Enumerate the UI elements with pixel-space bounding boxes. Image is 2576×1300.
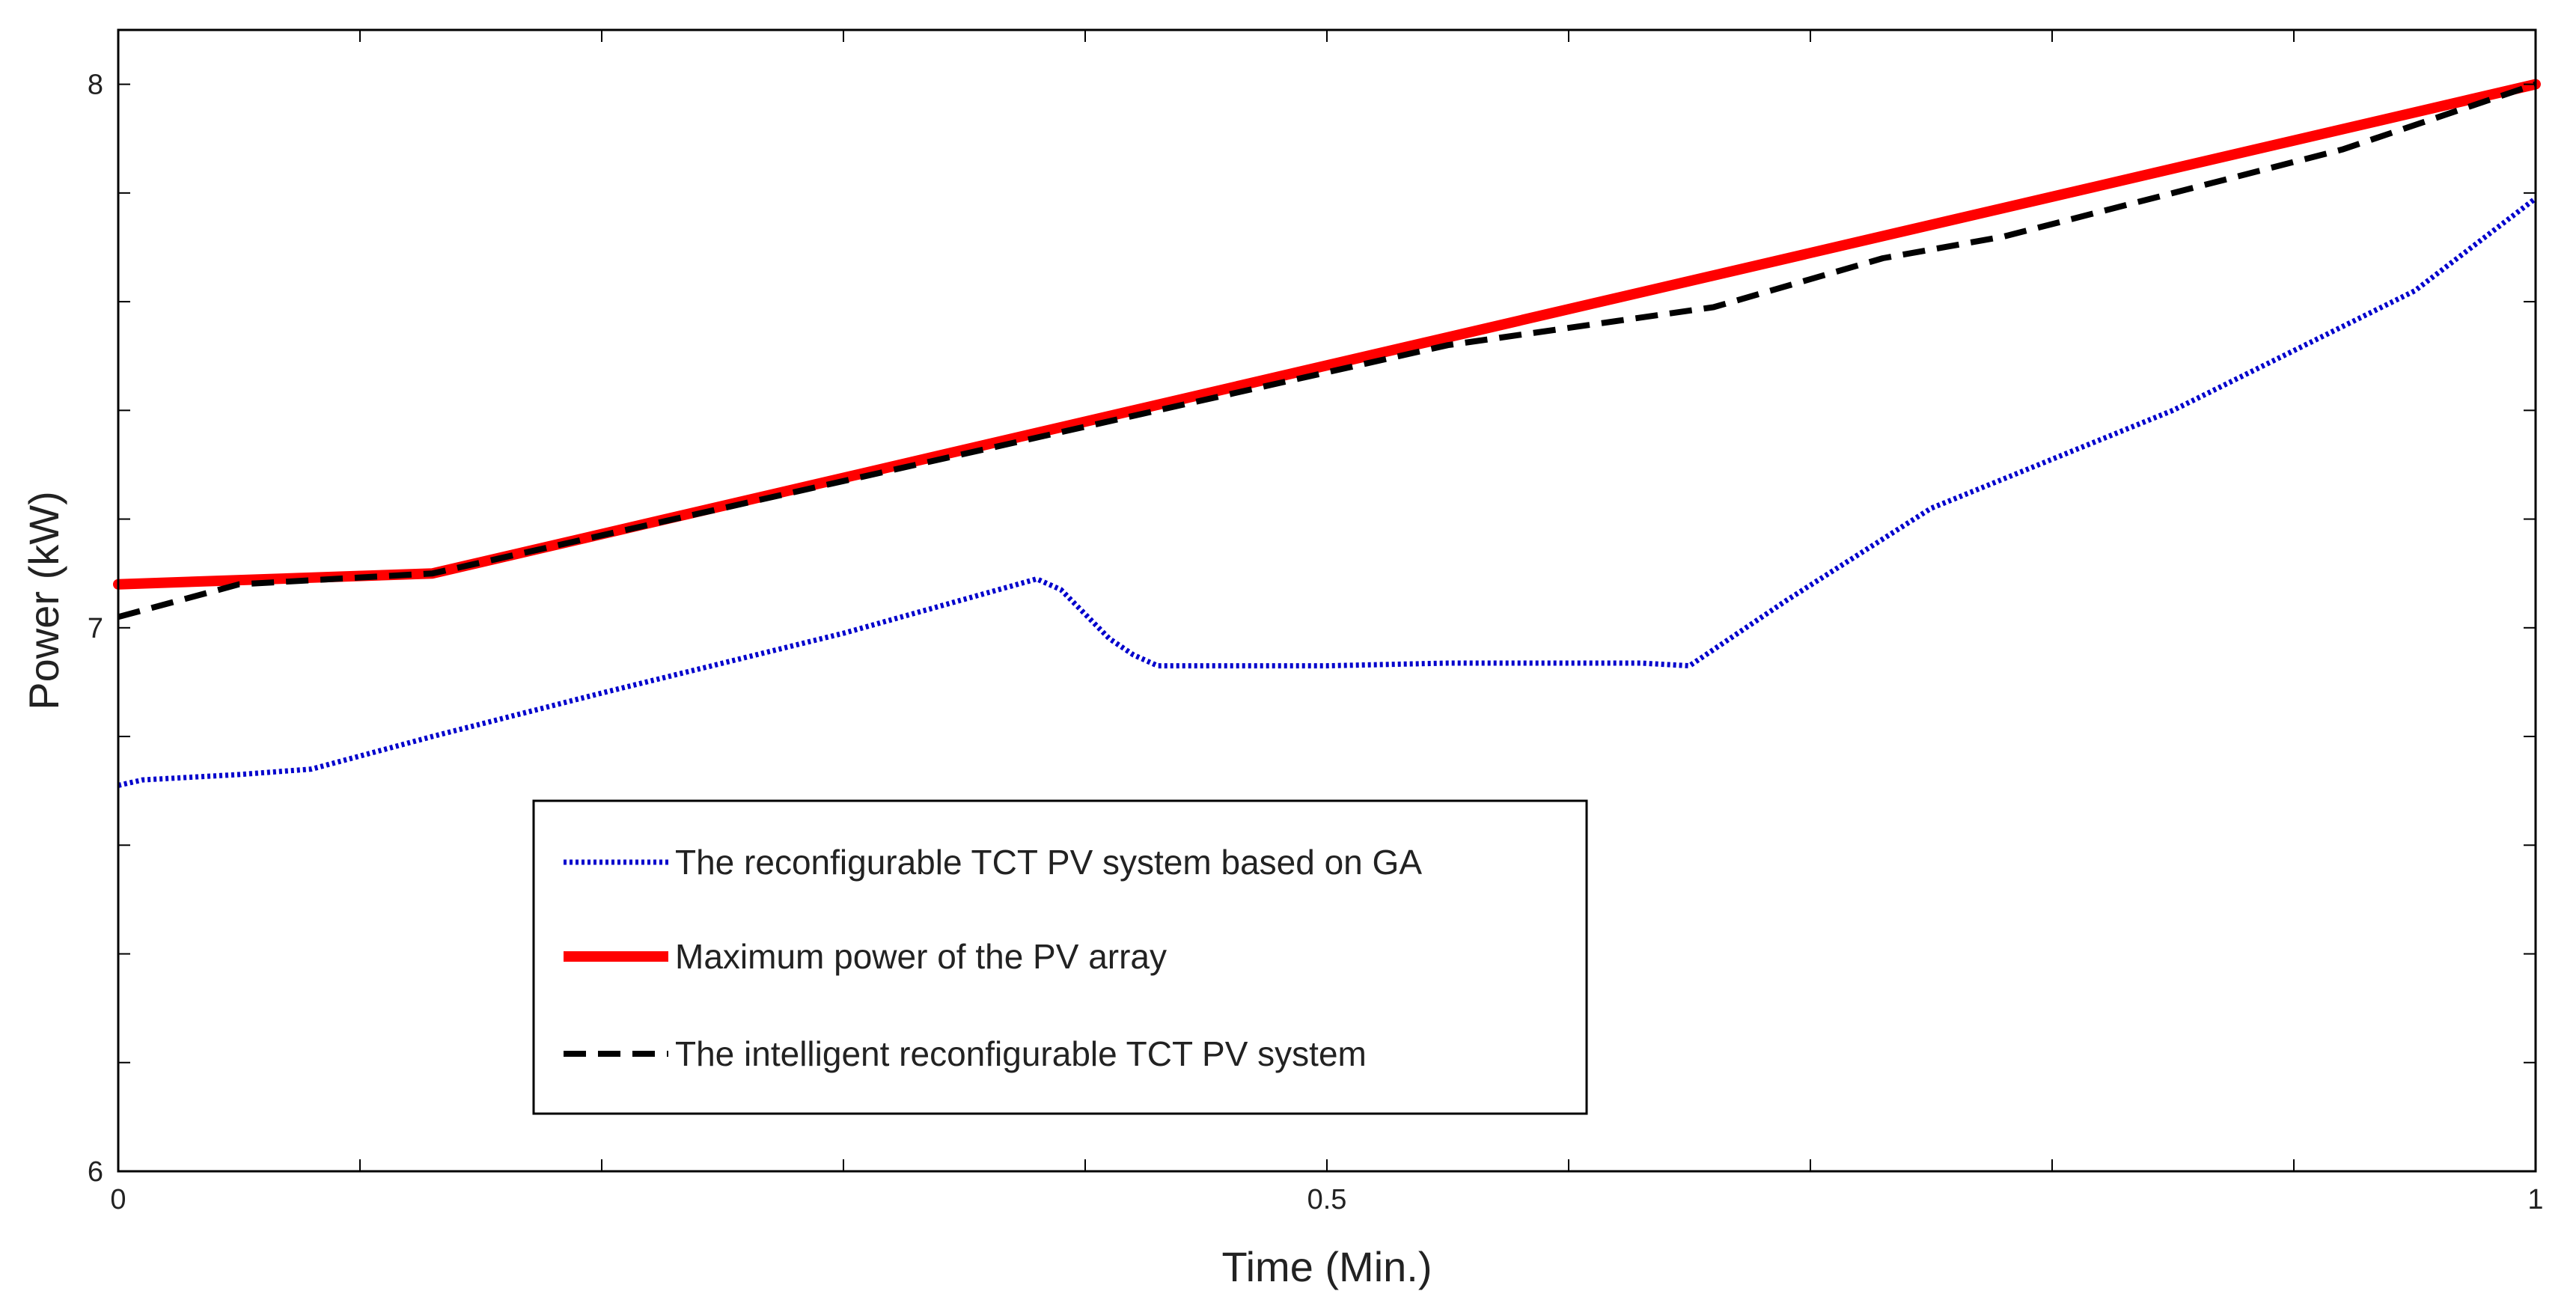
series-layer (113, 79, 2541, 788)
legend-box (532, 799, 1588, 1115)
tick-layer: 0 0.5 1 6 7 8 (88, 30, 2544, 1215)
y-tick-label: 6 (88, 1156, 103, 1188)
x-tick-label: 1 (2527, 1184, 2543, 1215)
legend-label-ga: The reconfigurable TCT PV system based o… (675, 843, 1422, 882)
plot-frame (117, 28, 2537, 1173)
x-axis-title: Time (Min.) (1221, 1243, 1432, 1290)
y-tick-label: 7 (88, 613, 103, 644)
y-axis-title: Power (kW) (20, 491, 67, 709)
legend: The reconfigurable TCT PV system based o… (532, 799, 1588, 1115)
series-line-2 (117, 81, 2537, 620)
y-tick-label: 8 (88, 70, 103, 101)
legend-label-maximum-power: Maximum power of the PV array (675, 937, 1167, 976)
x-tick-label: 0.5 (1307, 1184, 1347, 1215)
legend-label-intelligent: The intelligent reconfigurable TCT PV sy… (675, 1034, 1367, 1073)
x-tick-label: 0 (110, 1184, 126, 1215)
